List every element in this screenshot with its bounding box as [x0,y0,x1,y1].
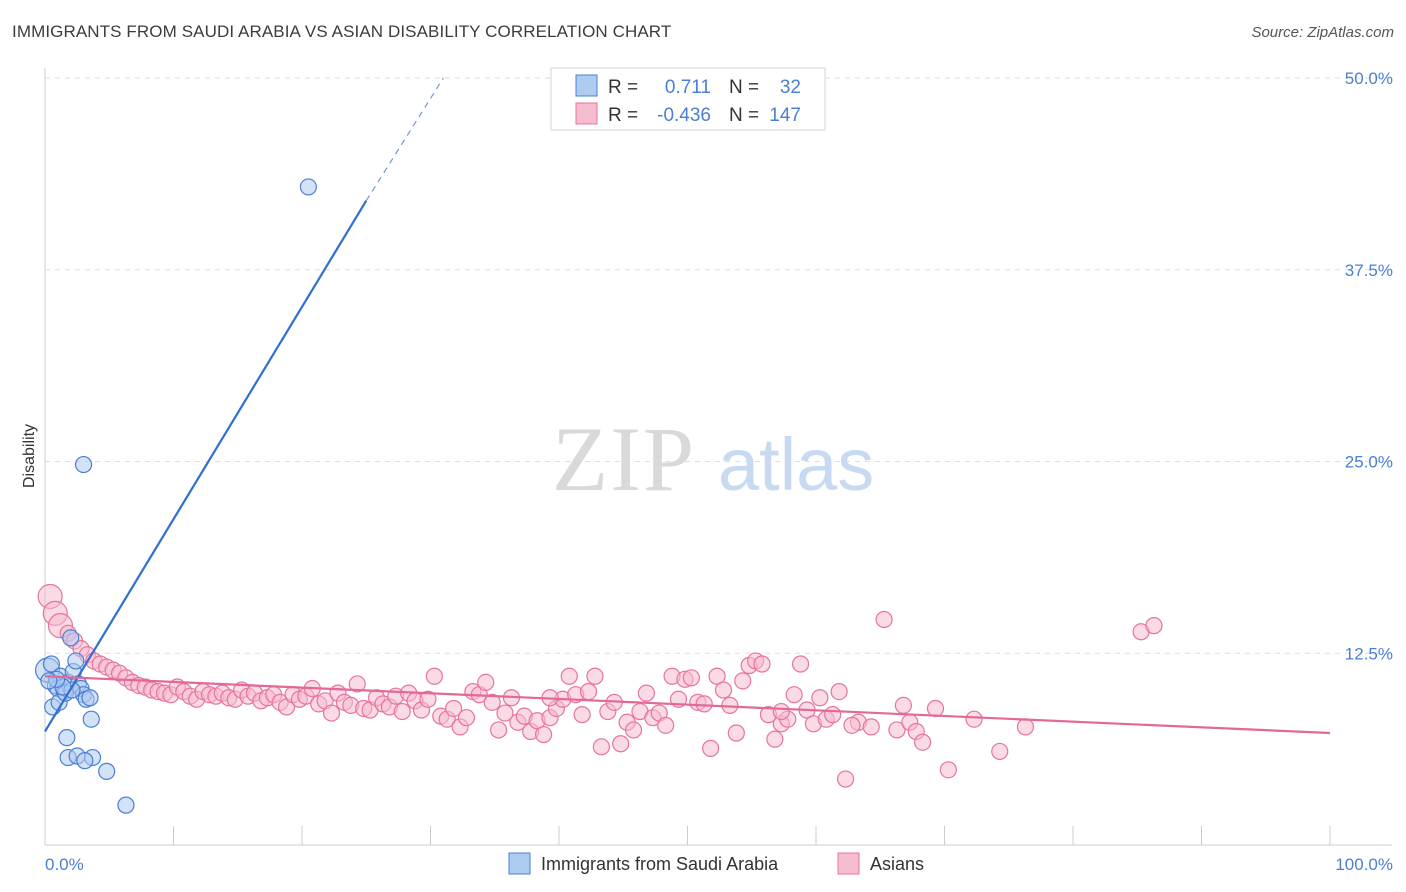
asians-point-113 [766,730,784,748]
asians-point-100 [682,669,700,687]
asians-point-136 [1016,718,1035,736]
asians-point-85 [586,667,604,685]
saudi-point-3 [42,655,61,673]
bottom-legend: Immigrants from Saudi Arabia Asians [508,852,924,875]
asians-point-96 [657,716,675,734]
asians-point-55 [393,702,411,721]
asians-point-135 [991,742,1009,761]
asians-point-141 [894,696,912,715]
asians-point-122 [824,706,842,724]
asians-point-104 [708,667,726,685]
y-tick-label-1: 25.0% [1345,453,1393,472]
saudi-point-23 [82,710,100,728]
asians-point-140 [843,716,861,734]
asians-point-134 [965,710,983,728]
source-label: Source: ZipAtlas.com [1251,24,1394,41]
chart-title: IMMIGRANTS FROM SAUDI ARABIA VS ASIAN DI… [12,22,672,41]
legend-swatch-saudi-arabia[interactable] [508,852,531,875]
asians-point-70 [490,721,508,739]
asians-point-77 [534,725,553,744]
asians-point-93 [637,684,655,702]
trend-lines [44,77,1331,735]
asians-point-131 [914,733,932,751]
axes-layer [44,68,1392,846]
asians-point-69 [483,693,501,711]
asians-trend-line [44,675,1331,735]
asians-point-44 [322,704,341,722]
watermark-zip: ZIP [552,408,696,510]
saudi-point-30 [117,796,135,814]
asians-point-68 [477,673,495,691]
stats-legend-swatch-blue [575,74,598,97]
asians-point-120 [811,689,829,707]
asians-point-102 [695,695,713,713]
stats-r-value-pink: -0.436 [657,105,711,126]
asians-point-108 [734,672,752,690]
saudi-point-1 [74,455,93,474]
asians-point-116 [785,686,803,704]
saudi-point-31 [40,672,58,690]
y-tick-label-0: 12.5% [1345,644,1393,663]
asians-point-124 [836,770,855,788]
y-axis-label: Disability [21,424,38,488]
watermark-atlas: atlas [718,423,874,506]
saudi-point-9 [62,629,80,647]
saudi-trend-line [44,200,368,733]
legend-label-saudi-arabia[interactable]: Immigrants from Saudi Arabia [541,854,779,874]
saudi-point-16 [81,689,99,707]
asians-point-63 [445,699,463,718]
watermark: ZIP atlas [552,408,874,510]
saudi-point-11 [67,652,85,670]
stats-n-label-blue: N = [729,77,759,98]
asians-points [37,583,1163,788]
asians-point-91 [624,721,643,739]
asians-point-65 [457,709,476,727]
saudi-point-29 [98,762,116,780]
asians-point-86 [592,738,611,756]
saudi-point-28 [76,752,94,770]
asians-point-111 [753,655,771,673]
stats-n-label-pink: N = [729,105,759,126]
stats-r-label-blue: R = [608,77,638,98]
legend-label-asians[interactable]: Asians [870,854,924,874]
stats-n-value-blue: 32 [780,77,801,98]
asians-point-89 [612,735,630,753]
asians-point-60 [425,667,443,685]
asians-point-105 [714,681,733,699]
stats-r-value-blue: 0.711 [665,77,711,98]
asians-point-103 [702,739,720,757]
asians-point-83 [573,706,591,724]
asians-point-132 [926,699,945,718]
saudi-arabia-points [34,178,318,814]
asians-point-128 [888,721,906,739]
asians-point-127 [875,610,893,629]
y-tick-label-3: 50.0% [1345,69,1393,88]
asians-point-71 [496,704,514,722]
asians-point-84 [579,682,598,701]
grid-layer [45,77,1392,654]
x-tick-label-1: 100.0% [1335,855,1393,874]
saudi-trend-extension [365,77,444,202]
asians-point-81 [560,667,578,685]
asians-point-123 [830,682,848,701]
asians-point-59 [419,690,437,708]
stats-legend-swatch-pink [575,102,598,125]
saudi-point-24 [58,729,76,747]
stats-legend: R = 0.711 N = 32 R = -0.436 N = 147 [550,67,826,131]
asians-point-133 [939,761,957,779]
asians-point-107 [727,724,745,742]
stats-n-value-pink: 147 [769,105,801,126]
legend-swatch-asians[interactable] [837,852,860,875]
y-tick-label-2: 37.5% [1345,261,1393,280]
saudi-point-0 [299,178,318,196]
asians-point-48 [348,675,366,693]
x-tick-label-0: 0.0% [45,855,84,874]
asians-point-139 [772,702,790,721]
stats-r-label-pink: R = [608,105,638,126]
asians-point-117 [791,655,810,673]
tick-labels: 12.5% 25.0% 37.5% 50.0% 0.0% 100.0% [45,69,1393,874]
asians-point-126 [862,718,880,736]
asians-point-138 [1145,617,1163,635]
